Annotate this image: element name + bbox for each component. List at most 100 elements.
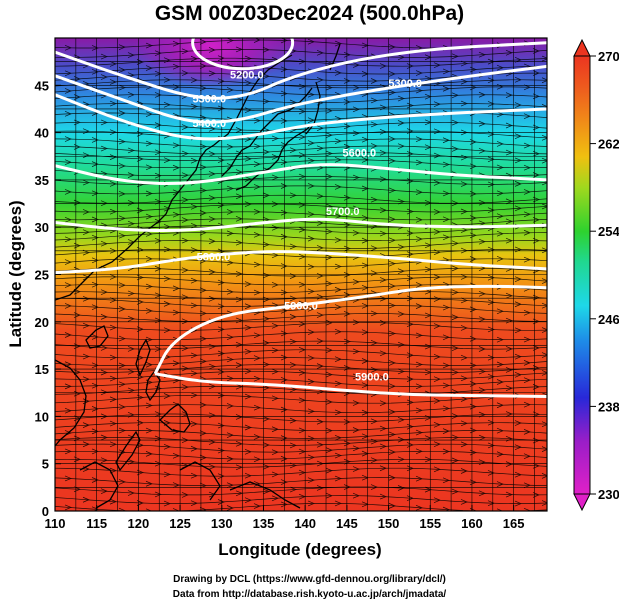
streamline	[55, 267, 547, 277]
flow-arrow	[289, 192, 297, 199]
flow-arrow	[163, 205, 171, 212]
flow-arrow	[199, 402, 207, 408]
flow-arrow	[100, 145, 108, 152]
flow-arrow	[280, 233, 288, 240]
flow-arrow	[100, 74, 108, 80]
flow-arrow	[415, 448, 423, 455]
flow-arrow	[487, 181, 495, 188]
flow-arrow	[532, 93, 540, 100]
flow-arrow	[280, 307, 288, 314]
flow-arrow	[190, 157, 198, 164]
flow-arrow	[307, 288, 315, 295]
flow-arrow	[523, 482, 531, 489]
flow-arrow	[523, 336, 531, 343]
flow-arrow	[109, 375, 117, 382]
flow-arrow	[82, 152, 90, 159]
flow-arrow	[316, 145, 324, 152]
flow-arrow	[523, 113, 531, 120]
flow-arrow	[262, 463, 270, 470]
flow-arrow	[181, 384, 189, 390]
flow-arrow	[217, 326, 225, 333]
flow-arrow	[244, 55, 252, 62]
flow-arrow	[154, 50, 162, 56]
flow-arrow	[460, 100, 468, 107]
flow-arrow	[199, 358, 207, 365]
flow-arrow	[190, 247, 198, 253]
flow-arrow	[181, 217, 189, 223]
flow-arrow	[379, 150, 387, 156]
flow-arrow	[442, 334, 450, 341]
flow-arrow	[316, 441, 324, 448]
flow-arrow	[82, 353, 90, 360]
streamline	[55, 203, 547, 213]
flow-arrow	[280, 142, 288, 148]
flow-arrow	[109, 154, 117, 160]
flow-arrow	[442, 68, 450, 75]
flow-arrow	[145, 508, 153, 511]
flow-arrow	[424, 199, 432, 206]
flow-arrow	[505, 411, 513, 417]
flow-arrow	[487, 246, 495, 253]
flow-arrow	[451, 457, 459, 464]
flow-arrow	[460, 468, 468, 474]
flow-arrow	[451, 345, 459, 351]
flow-arrow	[271, 449, 279, 455]
flow-arrow	[352, 205, 360, 212]
contour-line	[55, 163, 547, 185]
flow-arrow	[127, 387, 135, 394]
flow-arrow	[181, 150, 189, 157]
flow-arrow	[235, 441, 243, 447]
flow-arrow	[262, 384, 270, 391]
x-tick-label: 145	[336, 516, 358, 531]
flow-arrow	[289, 338, 297, 345]
flow-arrow	[172, 377, 180, 384]
flow-arrow	[442, 477, 450, 484]
flow-arrow	[505, 237, 513, 244]
flow-arrow	[433, 229, 441, 235]
flow-arrow	[262, 73, 270, 80]
flow-arrow	[235, 127, 243, 133]
flow-arrow	[316, 293, 324, 300]
flow-arrow	[352, 174, 360, 181]
flow-arrow	[163, 471, 171, 478]
flow-arrow	[343, 458, 351, 465]
flow-arrow	[406, 321, 414, 328]
flow-arrow	[532, 411, 540, 418]
flow-arrow	[145, 164, 153, 171]
flow-arrow	[496, 481, 504, 487]
flow-arrow	[307, 211, 315, 218]
flow-arrow	[334, 475, 342, 482]
streamline	[55, 349, 547, 359]
flow-arrow	[514, 471, 522, 478]
flow-arrow	[388, 216, 396, 223]
flow-arrow	[118, 163, 126, 169]
flow-arrow	[406, 151, 414, 157]
flow-arrow	[343, 440, 351, 447]
flow-arrow	[379, 425, 387, 432]
flow-arrow	[415, 189, 423, 196]
flow-arrow	[145, 427, 153, 434]
flow-arrow	[64, 383, 72, 390]
flow-arrow	[379, 176, 387, 182]
flow-arrow	[523, 142, 531, 149]
flow-arrow	[280, 66, 288, 73]
flow-arrow	[280, 501, 288, 508]
flow-arrow	[253, 434, 261, 440]
flow-arrow	[424, 369, 432, 376]
flow-arrow	[496, 111, 504, 118]
streamline	[55, 458, 547, 468]
flow-arrow	[226, 288, 234, 295]
flow-arrow	[334, 156, 342, 163]
flow-arrow	[433, 497, 441, 503]
x-tick-label: 120	[128, 516, 150, 531]
flow-arrow	[109, 61, 117, 67]
credit-data-source: Data from http://database.rish.kyoto-u.a…	[172, 589, 447, 600]
flow-arrow	[217, 55, 225, 62]
contour-label: 5700.0	[326, 206, 360, 218]
flow-arrow	[244, 176, 252, 182]
flow-arrow	[244, 303, 252, 310]
flow-arrow	[271, 368, 279, 375]
flow-arrow	[523, 164, 531, 171]
flow-arrow	[406, 442, 414, 448]
flow-arrow	[289, 362, 297, 368]
